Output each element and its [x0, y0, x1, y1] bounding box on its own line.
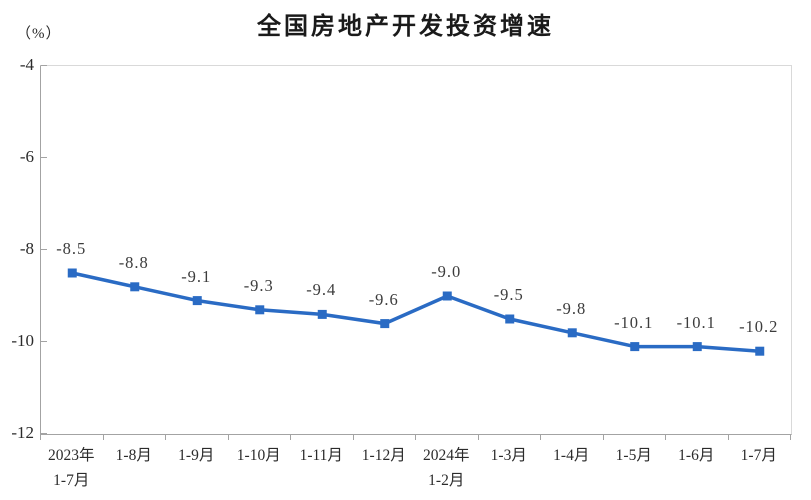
data-point-label: -9.3	[243, 275, 274, 295]
line-series-svg	[67, 268, 765, 356]
x-axis-tick-mark	[290, 434, 291, 440]
x-axis-tick-mark	[165, 434, 166, 440]
x-axis-category-label: 1-8月	[115, 447, 152, 464]
data-point-label: -9.4	[306, 280, 337, 300]
x-axis-tick-mark	[227, 434, 229, 440]
plot-area	[40, 65, 792, 435]
x-axis-tick-mark	[102, 434, 104, 440]
data-point-label: -8.5	[56, 239, 87, 258]
y-axis-unit-label: （%）	[16, 26, 62, 42]
data-point-marker	[255, 305, 265, 315]
x-axis-tick-mark	[352, 434, 354, 440]
x-axis-tick-mark	[602, 434, 604, 440]
x-axis-tick-mark	[540, 434, 541, 440]
data-point-marker	[130, 282, 140, 292]
x-axis-category-label: 1-9月	[178, 447, 215, 464]
x-axis-tick-mark	[477, 434, 479, 440]
x-axis-tick-mark	[665, 434, 666, 440]
data-point-marker	[755, 346, 765, 356]
y-axis-tick-label: -10	[11, 331, 34, 350]
data-point-label: -9.0	[431, 262, 462, 281]
x-axis-tick-mark	[40, 434, 41, 440]
x-axis-category-label: 1-7月	[740, 447, 777, 464]
data-point-marker	[380, 319, 390, 329]
series-line	[71, 271, 760, 353]
data-point-label: -9.5	[493, 285, 524, 304]
data-point-marker	[630, 342, 640, 352]
x-axis-category-label: 1-12月	[361, 447, 406, 464]
x-axis-category-label: 1-6月	[678, 447, 715, 464]
y-axis-tick-label: -6	[19, 147, 34, 166]
data-point-label: -10.1	[676, 312, 716, 332]
x-axis-category-label: 1-3月	[490, 447, 527, 464]
x-axis-category-label: 2024年 1-2月	[422, 447, 470, 489]
data-point-label: -10.1	[614, 312, 654, 332]
data-point-marker	[317, 309, 327, 319]
x-axis-category-label: 1-11月	[299, 447, 343, 464]
y-axis-tick-mark	[41, 157, 47, 158]
data-point-label: -9.1	[181, 266, 212, 286]
data-point-marker	[505, 314, 515, 324]
data-point-marker	[192, 296, 202, 306]
y-axis-tick-mark	[41, 65, 47, 66]
data-point-label: -10.2	[739, 317, 779, 337]
data-point-marker	[67, 268, 77, 278]
data-point-label: -8.8	[118, 252, 149, 272]
x-axis-tick-mark	[415, 434, 416, 440]
x-axis-category-label: 2023年 1-7月	[47, 447, 95, 489]
x-axis-category-label: 1-5月	[615, 447, 652, 464]
x-axis-category-label: 1-10月	[236, 447, 281, 464]
data-point-label: -9.6	[368, 289, 399, 309]
data-point-marker	[567, 328, 577, 338]
x-axis-category-label: 1-4月	[553, 447, 590, 464]
y-axis-tick-label: -12	[11, 423, 34, 442]
y-axis-tick-mark	[41, 341, 47, 342]
y-axis-tick-label: -8	[19, 239, 34, 258]
data-point-marker	[442, 291, 452, 301]
y-axis-tick-label: -4	[19, 55, 34, 74]
y-axis-tick-mark	[41, 249, 47, 250]
y-axis-tick-mark	[41, 433, 47, 434]
x-axis-tick-mark	[790, 434, 791, 440]
x-axis-tick-mark	[727, 434, 729, 440]
data-point-label: -9.8	[556, 298, 587, 318]
data-point-marker	[692, 342, 702, 352]
chart-title: 全国房地产开发投资增速	[257, 13, 554, 40]
